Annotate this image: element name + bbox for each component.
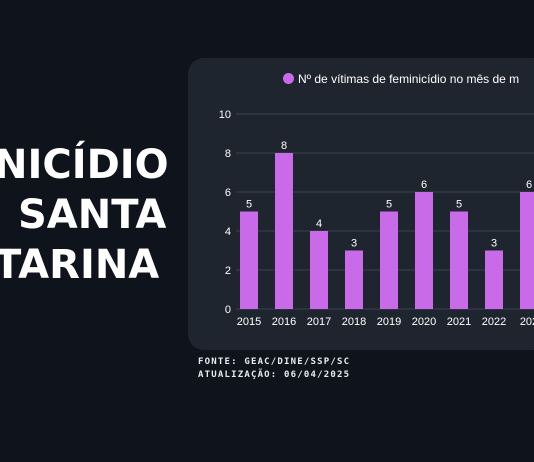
headline-line-2: SANTA — [18, 192, 167, 238]
bar — [415, 192, 433, 309]
bar-value-label: 5 — [386, 199, 392, 211]
headline-line-1: NICÍDIO — [0, 142, 169, 188]
chart-legend: Nº de vítimas de feminicídio no mês de m — [283, 71, 519, 87]
x-tick-label: 2020 — [412, 316, 436, 328]
bar — [520, 192, 534, 309]
bar — [450, 211, 468, 309]
source-line: FONTE: GEAC/DINE/SSP/SC — [198, 357, 351, 367]
x-tick-label: 2022 — [482, 316, 506, 328]
bar-value-label: 5 — [456, 199, 462, 211]
bar-value-label: 6 — [526, 179, 532, 191]
y-tick-label: 2 — [225, 265, 231, 277]
y-tick-label: 6 — [225, 187, 231, 199]
y-tick-label: 0 — [225, 304, 231, 316]
bar — [310, 231, 328, 309]
bar — [345, 250, 363, 309]
legend-swatch — [283, 73, 294, 84]
y-tick-label: 10 — [219, 109, 231, 121]
legend-label: Nº de vítimas de feminicídio no mês de m — [298, 72, 520, 86]
y-tick-label: 8 — [225, 148, 231, 160]
bar-value-label: 6 — [421, 179, 427, 191]
y-tick-label: 4 — [225, 226, 231, 238]
bar-value-label: 5 — [246, 199, 252, 211]
x-tick-label: 2018 — [342, 316, 366, 328]
bar-value-label: 3 — [351, 238, 357, 250]
source-note: FONTE: GEAC/DINE/SSP/SC ATUALIZAÇÃO: 06/… — [198, 356, 350, 382]
bar — [275, 153, 293, 309]
x-tick-label: 2021 — [447, 316, 471, 328]
bar — [240, 211, 258, 309]
x-tick-label: 2015 — [237, 316, 261, 328]
x-tick-label: 202 — [520, 316, 534, 328]
bar — [485, 250, 503, 309]
headline-line-3: TARINA — [0, 242, 160, 288]
bar — [380, 211, 398, 309]
bar-value-label: 4 — [316, 218, 322, 230]
bar-value-label: 3 — [491, 238, 497, 250]
x-tick-label: 2019 — [377, 316, 401, 328]
x-tick-label: 2017 — [307, 316, 331, 328]
headline: NICÍDIO SANTA TARINA — [0, 140, 180, 290]
x-tick-label: 2016 — [272, 316, 296, 328]
update-date-line: ATUALIZAÇÃO: 06/04/2025 — [198, 370, 351, 380]
bar-value-label: 8 — [281, 140, 287, 152]
